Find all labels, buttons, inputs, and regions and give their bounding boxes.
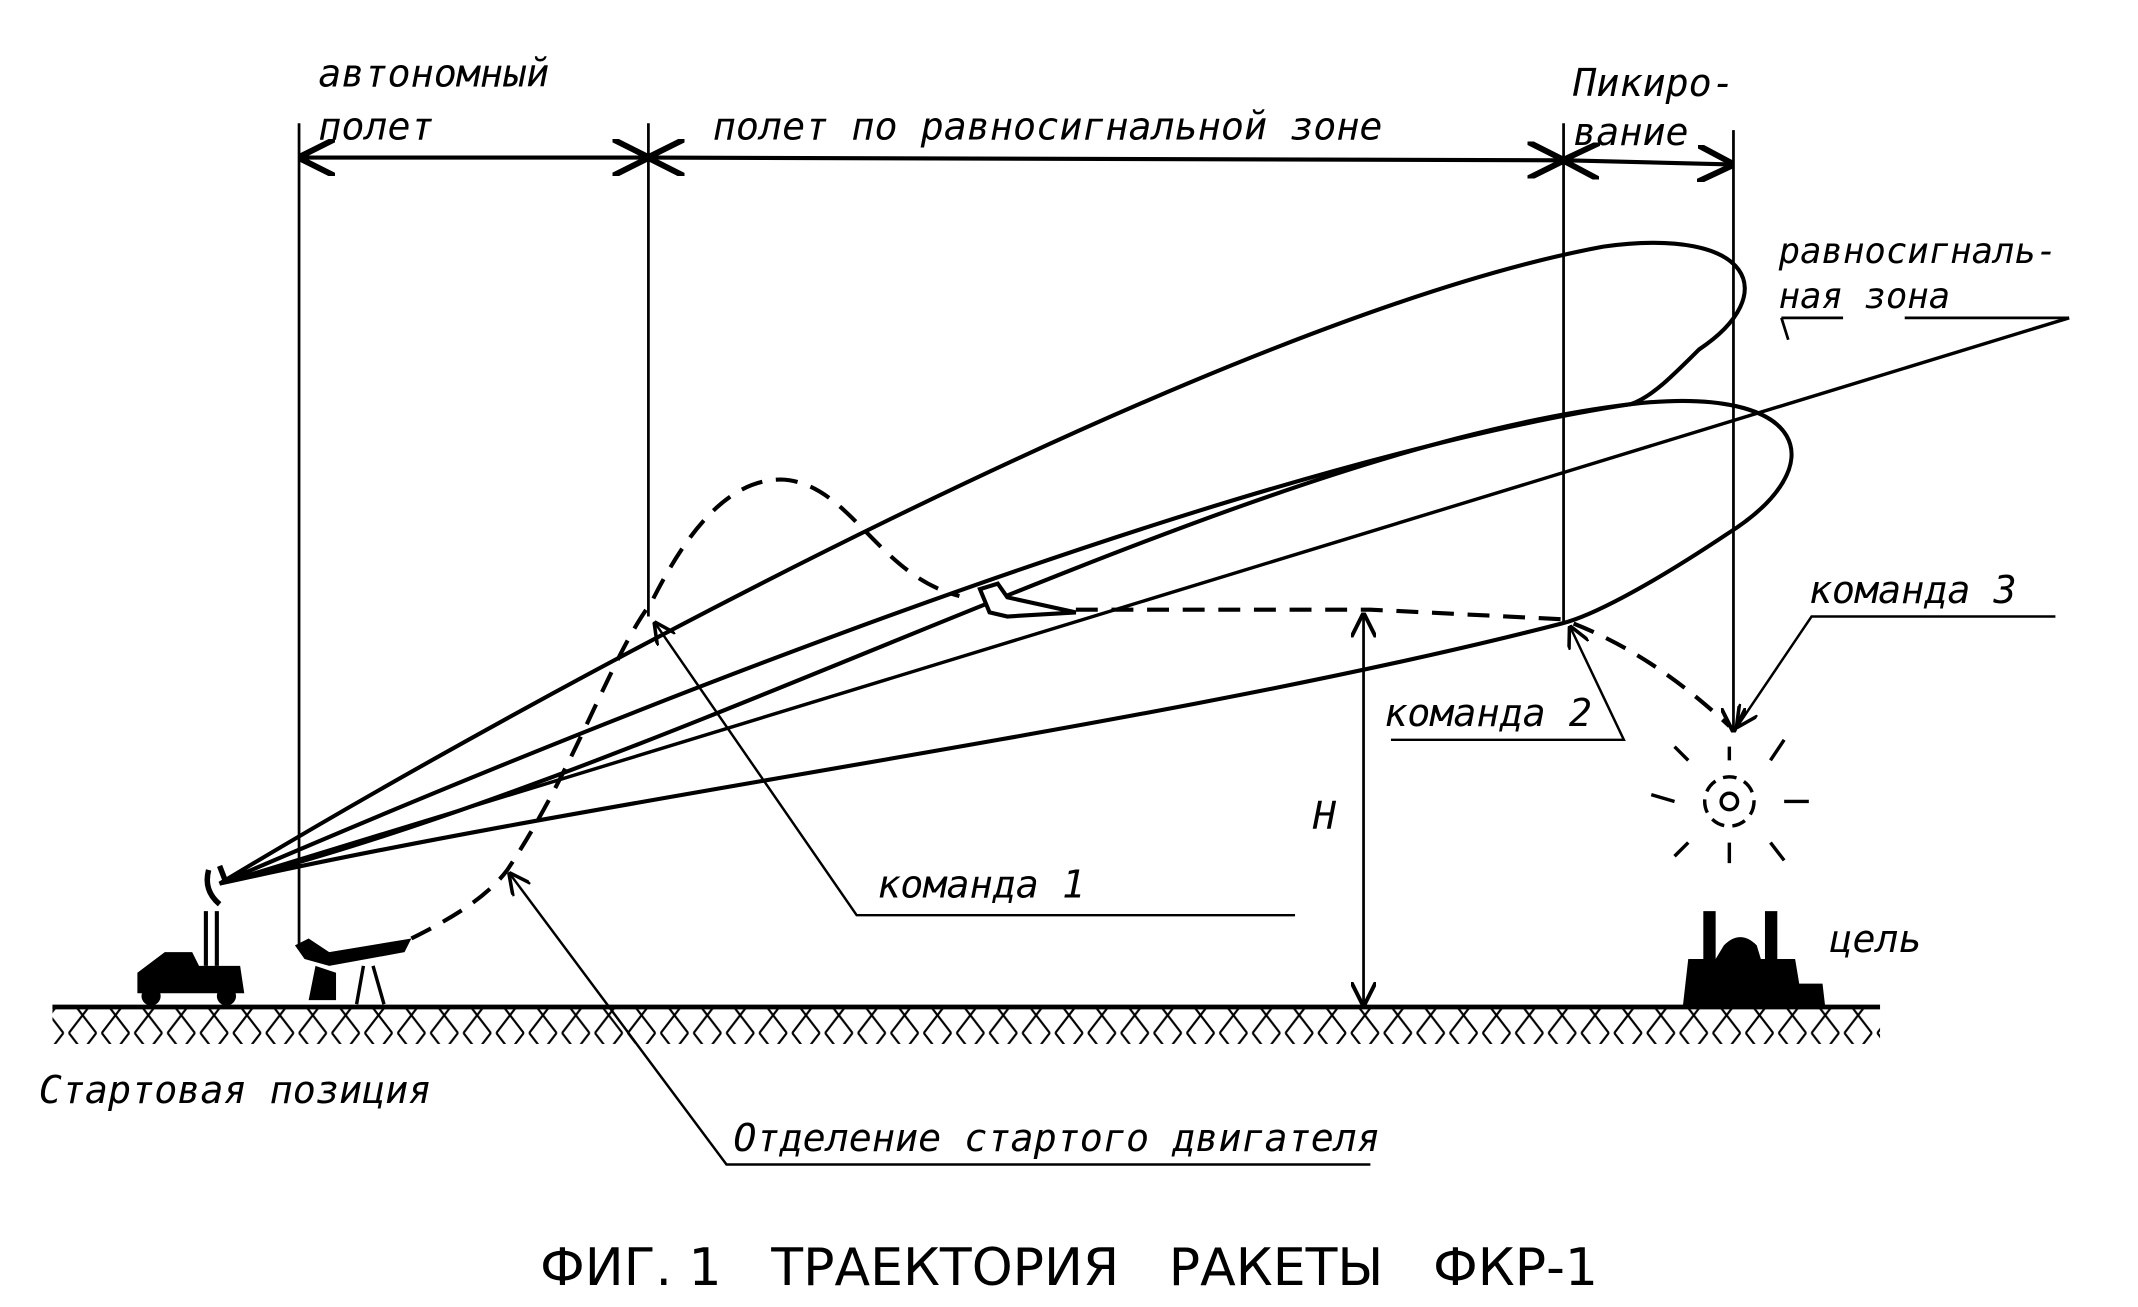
ground-hatching (52, 1008, 1881, 1044)
guidance-radar-icon (137, 864, 245, 1006)
label-target: цель (1829, 917, 1921, 962)
label-booster-separation: Отделение стартого двигателя (733, 1116, 1380, 1161)
radar-lobes (218, 240, 2070, 886)
label-command-1: команда 1 (877, 862, 1085, 907)
phase-dimension-arrows (302, 158, 1731, 165)
label-equisignal-zone-1: равносигналь- (1778, 231, 2058, 272)
command-2-leader (1390, 627, 1626, 742)
phase-boundaries (297, 123, 1733, 946)
label-command-2: команда 2 (1384, 691, 1592, 736)
equisignal-zone-leader (1780, 316, 2070, 341)
label-equisignal-zone-2: ная зона (1779, 276, 1951, 317)
label-height: H (1312, 794, 1337, 839)
label-autonomous-2: полет (318, 105, 433, 150)
label-equisignal-flight: полет по равносигнальной зоне (713, 105, 1383, 150)
command-3-leader (1738, 615, 2056, 727)
label-autonomous-1: автономный (318, 51, 549, 96)
launcher-icon (294, 938, 412, 1005)
label-launch-position: Стартовая позиция (39, 1068, 432, 1113)
upper-lobe (218, 240, 1747, 886)
equisignal-span-arrow (651, 158, 1561, 161)
figure-caption: ФИГ. 1 ТРАЕКТОРИЯ РАКЕТЫ ФКР-1 (540, 1238, 1598, 1298)
missile-trajectory (410, 477, 1731, 941)
explosion-icon (1650, 738, 1809, 864)
booster-separation-leader (510, 874, 1371, 1166)
dive-span-arrow (1566, 160, 1730, 164)
lower-lobe (219, 398, 1794, 886)
equisignal-axis (219, 316, 2070, 886)
target-icon (1682, 911, 1826, 1007)
label-dive-1: Пикиро- (1572, 61, 1735, 106)
command-1-leader (655, 623, 1296, 917)
label-dive-2: вание (1573, 110, 1688, 155)
label-command-3: команда 3 (1809, 568, 2017, 613)
missile-icon (977, 581, 1077, 619)
